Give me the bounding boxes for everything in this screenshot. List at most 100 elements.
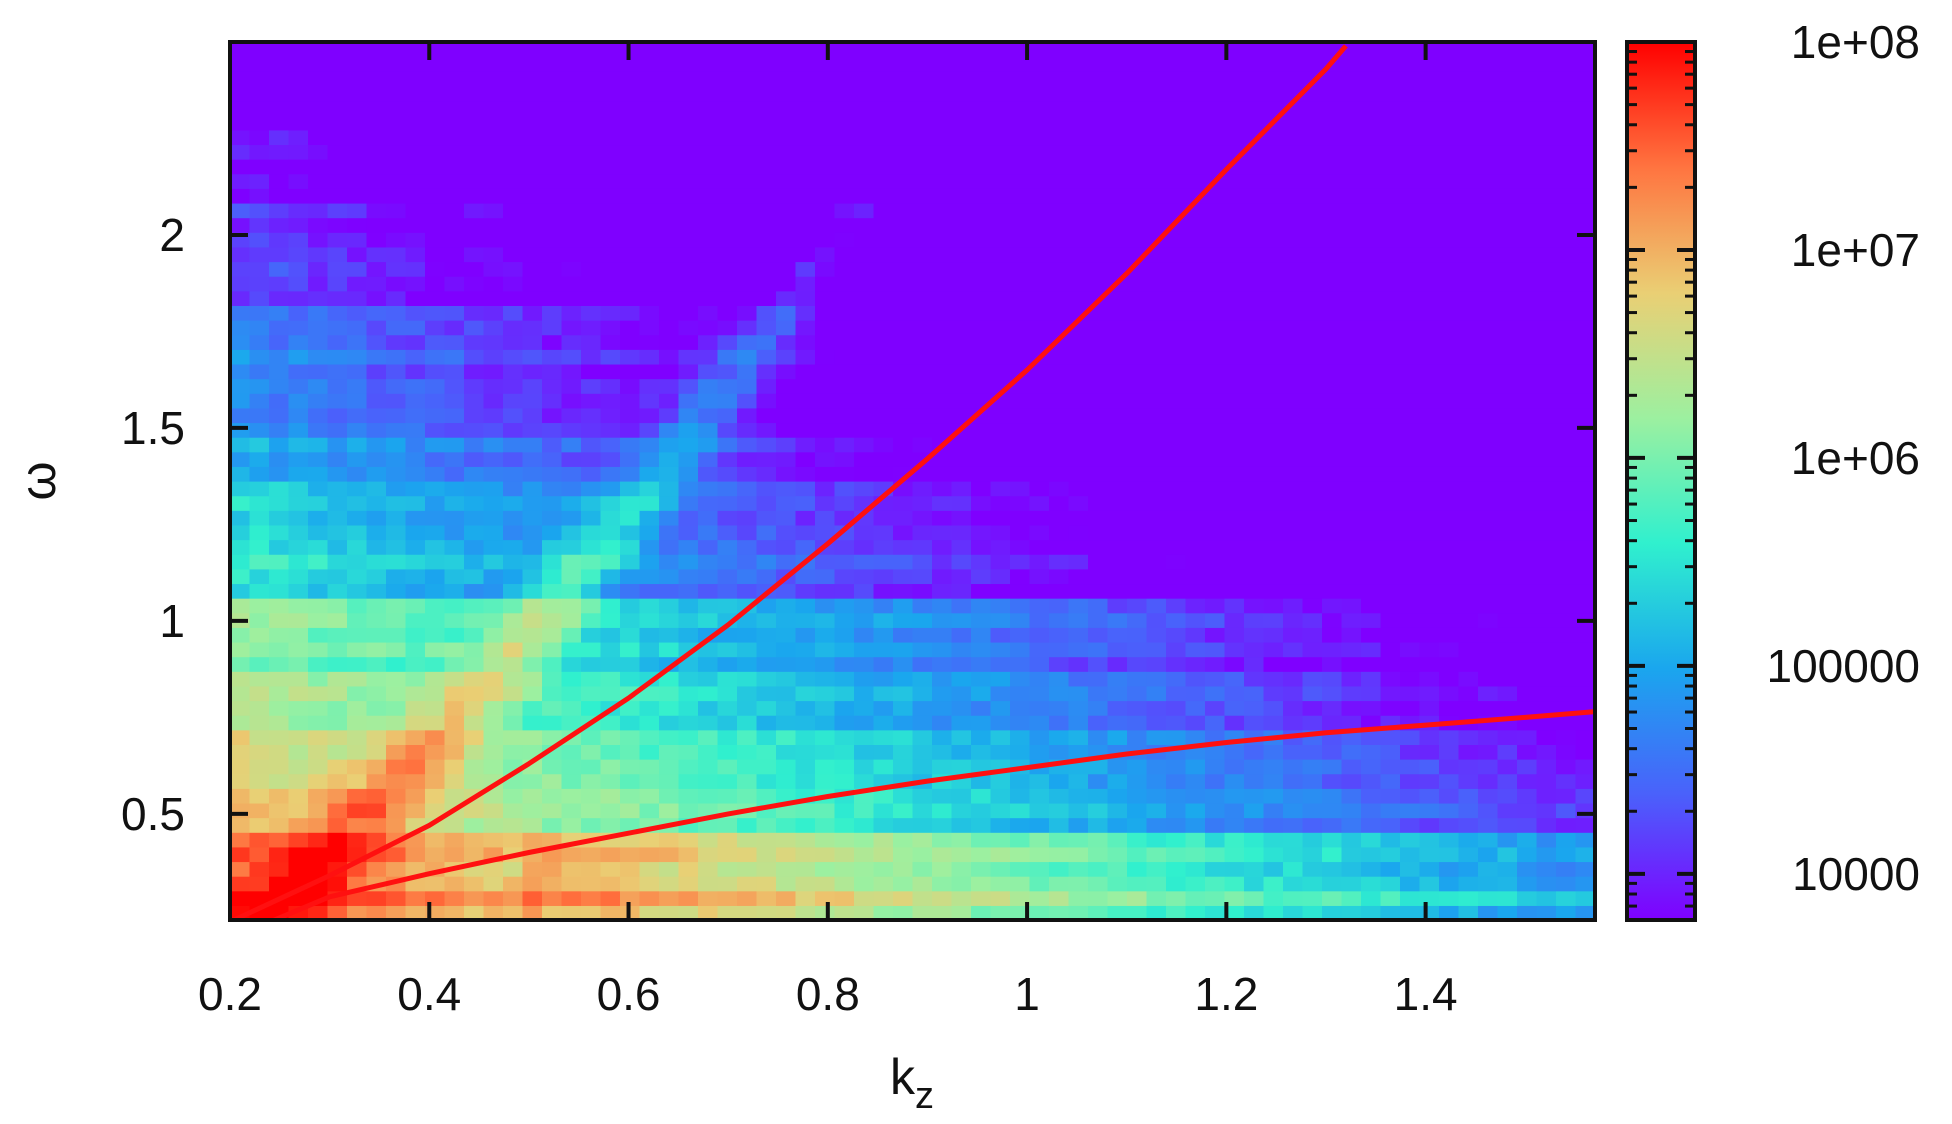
heatmap-cell bbox=[873, 905, 894, 920]
heatmap-cell bbox=[1068, 56, 1089, 72]
heatmap-cell bbox=[386, 188, 407, 204]
heatmap-cell bbox=[327, 246, 348, 263]
heatmap-cell bbox=[1146, 393, 1167, 409]
heatmap-cell bbox=[1244, 568, 1265, 585]
heatmap-cell bbox=[854, 334, 875, 350]
heatmap-cell bbox=[1244, 232, 1265, 248]
heatmap-cell bbox=[1400, 334, 1421, 350]
heatmap-cell bbox=[1010, 451, 1031, 467]
heatmap-cell bbox=[873, 466, 894, 482]
heatmap-cell bbox=[542, 890, 563, 906]
heatmap-cell bbox=[1497, 905, 1518, 920]
heatmap-cell bbox=[834, 568, 855, 585]
heatmap-cell bbox=[1068, 276, 1089, 292]
heatmap-cell bbox=[1478, 437, 1499, 453]
heatmap-cell bbox=[288, 510, 309, 526]
heatmap-cell bbox=[288, 276, 309, 292]
heatmap-cell bbox=[1302, 759, 1323, 775]
heatmap-cell bbox=[1224, 598, 1245, 614]
heatmap-cell bbox=[542, 671, 563, 687]
heatmap-cell bbox=[483, 42, 504, 58]
heatmap-cell bbox=[756, 437, 777, 453]
heatmap-cell bbox=[444, 349, 465, 365]
heatmap-cell bbox=[1556, 276, 1577, 292]
heatmap-cell bbox=[1439, 100, 1460, 116]
heatmap-cell bbox=[717, 759, 738, 775]
heatmap-cell bbox=[756, 539, 777, 555]
heatmap-cell bbox=[308, 539, 329, 555]
heatmap-cell bbox=[756, 832, 777, 848]
heatmap-cell bbox=[347, 729, 368, 745]
heatmap-cell bbox=[542, 583, 563, 599]
heatmap-cell bbox=[249, 510, 270, 526]
heatmap-cell bbox=[873, 846, 894, 863]
heatmap-cell bbox=[620, 305, 641, 321]
heatmap-cell bbox=[405, 100, 426, 116]
heatmap-cell bbox=[1146, 320, 1167, 336]
heatmap-cell bbox=[717, 451, 738, 467]
heatmap-cell bbox=[386, 817, 407, 833]
heatmap-cell bbox=[1536, 876, 1557, 892]
heatmap-cell bbox=[815, 246, 836, 263]
heatmap-cell bbox=[1439, 451, 1460, 467]
heatmap-cell bbox=[327, 744, 348, 760]
heatmap-cell bbox=[737, 554, 758, 570]
heatmap-cell bbox=[464, 159, 485, 175]
heatmap-cell bbox=[1068, 802, 1089, 819]
heatmap-cell bbox=[1205, 349, 1226, 365]
heatmap-cell bbox=[717, 861, 738, 877]
heatmap-cell bbox=[1517, 627, 1538, 643]
heatmap-cell bbox=[932, 832, 953, 848]
heatmap-cell bbox=[1185, 861, 1206, 877]
heatmap-cell bbox=[737, 598, 758, 614]
heatmap-cell bbox=[1361, 100, 1382, 116]
heatmap-cell bbox=[1497, 876, 1518, 892]
heatmap-cell bbox=[971, 363, 992, 380]
heatmap-cell bbox=[1224, 656, 1245, 672]
heatmap-cell bbox=[776, 71, 797, 87]
heatmap-cell bbox=[1185, 832, 1206, 848]
heatmap-cell bbox=[1010, 802, 1031, 819]
heatmap-cell bbox=[834, 144, 855, 160]
heatmap-cell bbox=[737, 261, 758, 277]
heatmap-cell bbox=[1166, 129, 1187, 146]
heatmap-cell bbox=[932, 173, 953, 189]
heatmap-cell bbox=[893, 612, 914, 628]
heatmap-cell bbox=[1419, 290, 1440, 306]
heatmap-cell bbox=[1029, 320, 1050, 336]
heatmap-cell bbox=[425, 100, 446, 116]
heatmap-cell bbox=[951, 583, 972, 599]
heatmap-cell bbox=[269, 554, 290, 570]
heatmap-cell bbox=[1419, 861, 1440, 877]
heatmap-cell bbox=[756, 759, 777, 775]
heatmap-cell bbox=[620, 378, 641, 394]
heatmap-cell bbox=[1068, 890, 1089, 906]
heatmap-cell bbox=[1263, 100, 1284, 116]
heatmap-cell bbox=[776, 85, 797, 102]
heatmap-cell bbox=[1244, 42, 1265, 58]
heatmap-cell bbox=[971, 627, 992, 643]
heatmap-cell bbox=[1478, 700, 1499, 716]
heatmap-cell bbox=[1361, 729, 1382, 745]
heatmap-cell bbox=[620, 115, 641, 131]
heatmap-cell bbox=[1127, 759, 1148, 775]
heatmap-cell bbox=[600, 685, 621, 702]
heatmap-cell bbox=[1497, 290, 1518, 306]
heatmap-cell bbox=[386, 422, 407, 438]
heatmap-cell bbox=[1341, 217, 1362, 233]
heatmap-cell bbox=[1497, 56, 1518, 72]
heatmap-cell bbox=[912, 876, 933, 892]
heatmap-cell bbox=[249, 890, 270, 906]
heatmap-cell bbox=[444, 144, 465, 160]
heatmap-cell bbox=[1458, 246, 1479, 263]
heatmap-cell bbox=[1478, 817, 1499, 833]
heatmap-cell bbox=[347, 378, 368, 394]
heatmap-cell bbox=[1185, 495, 1206, 511]
heatmap-cell bbox=[542, 202, 563, 219]
heatmap-cell bbox=[990, 890, 1011, 906]
x-tick-label: 0.2 bbox=[198, 968, 262, 1020]
heatmap-cell bbox=[1575, 407, 1595, 424]
heatmap-cell bbox=[327, 71, 348, 87]
heatmap-cell bbox=[1556, 334, 1577, 350]
heatmap-cell bbox=[932, 378, 953, 394]
